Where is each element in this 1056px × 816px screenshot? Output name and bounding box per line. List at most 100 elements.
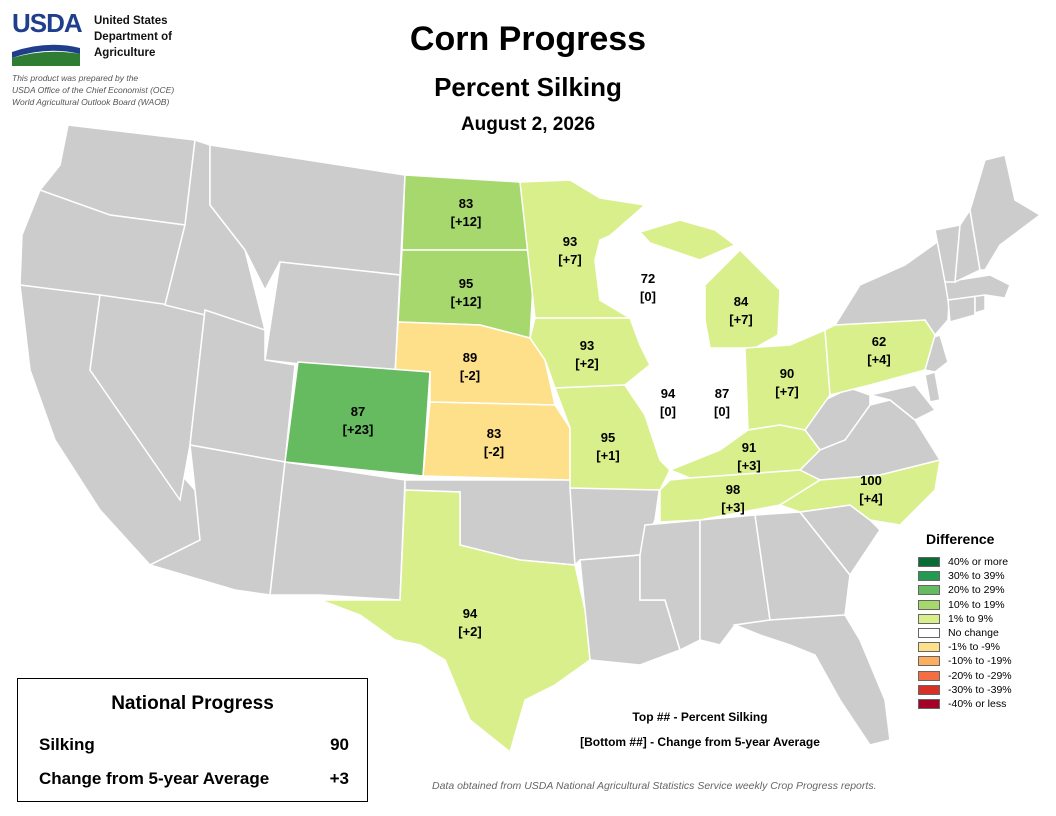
difference-legend: Difference 40% or more 30% to 39% 20% to 2… [918,531,1048,711]
legend-swatch [918,613,940,624]
change-label: Change from 5-year Average [39,769,270,788]
state-label-top-in: 87 [715,386,729,401]
page-title: Corn Progress [409,20,647,58]
legend-label: No change [948,627,999,640]
state-label-bottom-tn: [+3] [721,500,744,515]
state-label-top-ks: 83 [487,426,501,441]
state-label-bottom-ks: [-2] [484,444,504,459]
state-label-bottom-ia: [+2] [575,356,598,371]
state-label-top-mn: 93 [563,234,577,249]
legend-item: -10% to -19% [918,654,1048,668]
legend-title: Difference [926,531,995,547]
legend-label: -20% to -29% [948,669,1012,682]
state-label-bottom-in: [0] [714,404,730,419]
change-value: +3 [329,769,349,788]
state-pa [824,319,936,396]
state-label-bottom-mn: [+7] [558,252,581,267]
state-label-bottom-sd: [+12] [451,294,482,309]
logo-hills-icon [12,44,80,66]
state-label-bottom-oh: [+7] [775,384,798,399]
key-bottom: [Bottom ##] - Change from 5-year Average [580,735,820,749]
legend-item: 1% to 9% [918,612,1048,626]
legend-item: -40% or less [918,697,1048,711]
legend-swatch [918,670,940,681]
state-label-bottom-tx: [+2] [458,624,481,639]
state-label-bottom-wi: [0] [640,289,656,304]
silking-value: 90 [330,735,349,754]
state-ny [833,238,951,337]
state-label-bottom-co: [+23] [343,422,374,437]
legend-item: No change [918,626,1048,640]
state-label-bottom-nc: [+4] [859,491,882,506]
state-label-bottom-ky: [+3] [737,458,760,473]
state-ga [754,511,851,621]
state-nd [401,174,536,251]
page-subtitle: Percent Silking [434,72,622,102]
state-label-top-oh: 90 [780,366,794,381]
legend-item: 30% to 39% [918,569,1048,583]
state-wy [264,261,401,376]
legend-swatch [918,557,940,568]
legend-label: 20% to 29% [948,584,1005,597]
state-ma [944,274,1011,301]
state-me [969,154,1042,271]
state-label-top-tx: 94 [463,606,478,621]
legend-item: 10% to 19% [918,598,1048,612]
legend-label: -40% or less [948,697,1007,710]
legend-item: -1% to -9% [918,640,1048,654]
legend-item: -30% to -39% [918,683,1048,697]
legend-swatch [918,628,940,639]
state-label-top-co: 87 [351,404,365,419]
silking-label: Silking [39,735,95,754]
legend-item: 40% or more [918,555,1048,569]
legend-label: 10% to 19% [948,598,1005,611]
report-date: August 2, 2026 [460,114,596,135]
usda-logo: USDA [12,8,83,66]
state-label-top-wi: 72 [641,271,655,286]
state-mi [638,219,781,349]
legend-swatch [918,599,940,610]
state-ky [667,424,821,479]
state-co [284,361,431,477]
national-progress-box: National Progress Silking 90 Change from… [17,678,368,802]
legend-swatch [918,656,940,667]
legend-label: -30% to -39% [948,683,1012,696]
source-note: Data obtained from USDA National Agricul… [432,780,877,792]
legend-label: 30% to 39% [948,570,1005,583]
legend-swatch [918,642,940,653]
legend-swatch [918,698,940,709]
state-tx [319,489,591,754]
legend-label: 1% to 9% [948,612,993,625]
state-label-top-nc: 100 [860,473,882,488]
silking-row: Silking 90 [39,735,349,755]
state-label-bottom-pa: [+4] [867,352,890,367]
state-label-top-ky: 91 [742,440,756,455]
agency-name: United States Department of Agriculture [94,15,172,59]
state-md [869,384,937,421]
legend-swatch [918,571,940,582]
state-ks [422,401,571,481]
state-label-top-tn: 98 [726,482,740,497]
state-fl [732,614,891,746]
state-label-bottom-il: [0] [660,404,676,419]
state-ri [974,294,986,315]
state-label-top-mo: 95 [601,430,615,445]
state-nc [778,458,941,526]
legend-swatch [918,585,940,596]
state-label-top-sd: 95 [459,276,473,291]
state-de [924,371,941,403]
state-nm [269,461,406,601]
legend-label: -10% to -19% [948,655,1012,668]
state-label-top-il: 94 [661,386,676,401]
state-label-top-ne: 89 [463,350,477,365]
state-label-top-ia: 93 [580,338,594,353]
state-label-bottom-nd: [+12] [451,214,482,229]
change-row: Change from 5-year Average +3 [39,769,349,789]
legend-item: -20% to -29% [918,669,1048,683]
logo-text: USDA [12,8,83,38]
national-progress-title: National Progress [111,693,274,714]
state-label-bottom-mi: [+7] [729,312,752,327]
state-label-top-pa: 62 [872,334,886,349]
legend-swatch [918,684,940,695]
